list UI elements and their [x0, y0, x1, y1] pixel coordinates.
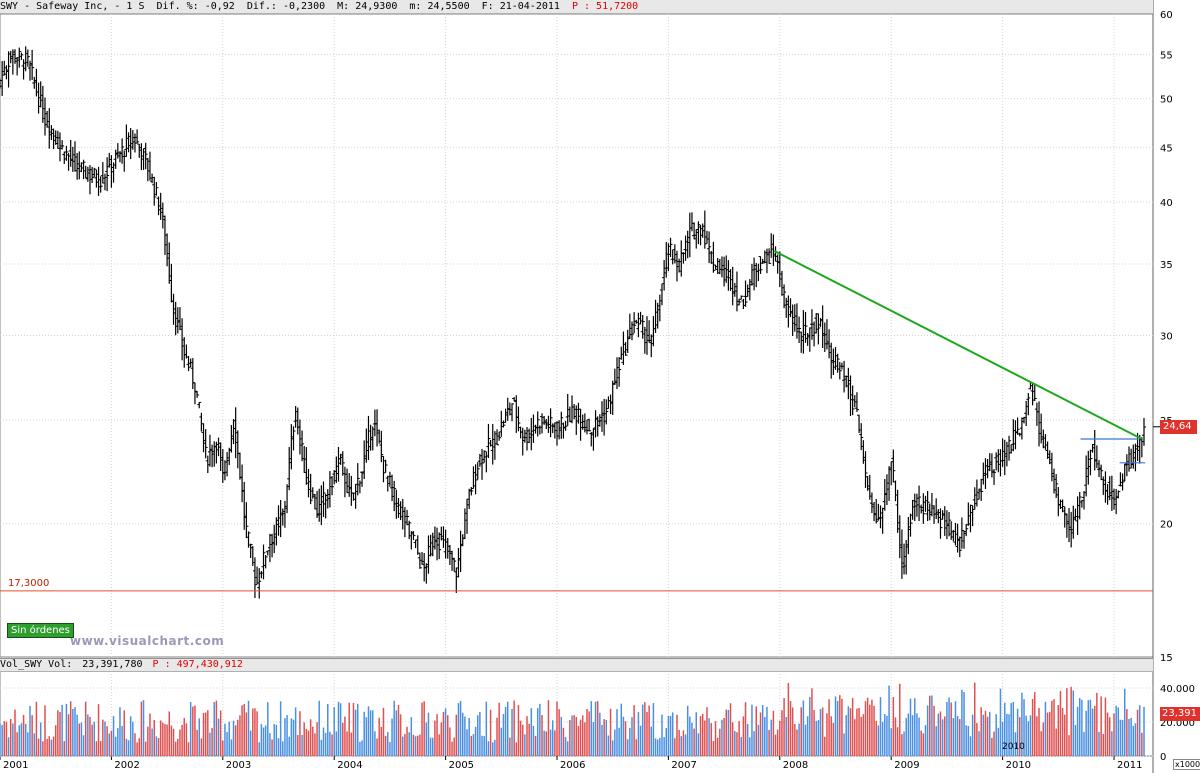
vol-value: 23,391,780: [82, 659, 143, 670]
volume-header: Vol_SWY Vol: 23,391,780 P : 497,430,912: [0, 658, 1153, 672]
watermark: www.visualchart.com: [70, 634, 225, 648]
x-tick-label: 2008: [783, 760, 808, 771]
x-tick-label: 2009: [894, 760, 919, 771]
price-header: SWY - Safeway Inc, - 1 S Dif. %: -0,92 D…: [0, 0, 1153, 14]
y-tick-label: 20: [1160, 520, 1173, 531]
x-tick-label: 2005: [449, 760, 474, 771]
vol-y-tick-label: 40.000: [1160, 684, 1195, 695]
support-label: 17,3000: [8, 578, 50, 589]
x-tick-label: 2003: [226, 760, 251, 771]
vol-y-tick-label: 20.000: [1160, 718, 1195, 729]
x-tick-label: 2007: [671, 760, 696, 771]
min-label: m: 24,5500: [409, 1, 470, 12]
x-tick-label: 2002: [114, 760, 139, 771]
dif-abs: Dif.: -0,2300: [246, 1, 326, 12]
vol-y-tick-label: 0: [1160, 752, 1166, 763]
y-tick-label: 30: [1160, 332, 1173, 343]
x-tick-label: 2011: [1117, 760, 1142, 771]
y-tick-label: 55: [1160, 50, 1173, 61]
y-tick-label: 50: [1160, 95, 1173, 106]
dif-pct: Dif. %: -0,92: [156, 1, 235, 12]
y-tick-label: 35: [1160, 260, 1173, 271]
symbol-label: SWY - Safeway Inc, - 1 S: [0, 1, 145, 12]
vol-p: P : 497,430,912: [152, 659, 243, 670]
x-tick-label: 2006: [560, 760, 585, 771]
y-tick-label: 40: [1160, 198, 1173, 209]
trendline: [773, 250, 1143, 440]
volume-unit: x1000: [1173, 759, 1200, 770]
year-marker: 2010: [1002, 742, 1025, 752]
x-tick-label: 2010: [1006, 760, 1031, 771]
date-label: F: 21-04-2011: [481, 1, 560, 12]
p-label: P : 51,7200: [571, 1, 639, 12]
orders-badge[interactable]: Sin órdenes: [7, 623, 74, 638]
x-tick-label: 2004: [337, 760, 362, 771]
vol-label: Vol_SWY Vol:: [0, 659, 73, 670]
price-badge: 24,64: [1160, 420, 1197, 434]
y-tick-label: 60: [1160, 10, 1173, 21]
max-label: M: 24,9300: [337, 1, 398, 12]
y-tick-label: 45: [1160, 143, 1173, 154]
volume-badge: 23,391: [1160, 707, 1200, 721]
x-tick-label: 2001: [3, 760, 28, 771]
y-tick-label: 15: [1160, 653, 1173, 664]
